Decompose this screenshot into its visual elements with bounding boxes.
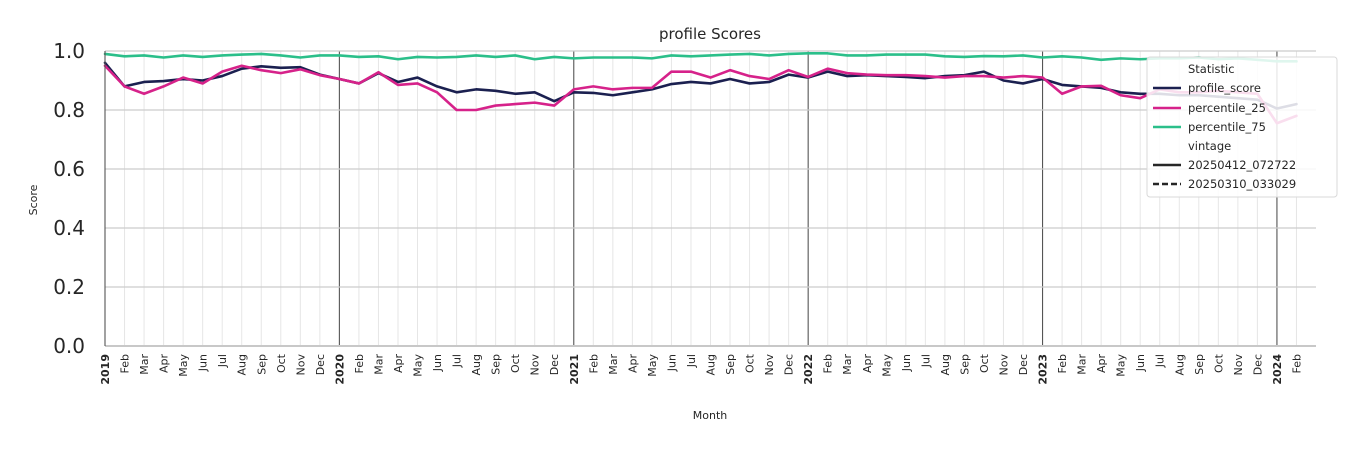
legend-label-percentile-25: percentile_25 [1188, 101, 1266, 115]
x-tick-month-label: Nov [529, 354, 542, 376]
x-tick-month-label: Dec [1251, 354, 1264, 375]
x-tick-month-label: Feb [353, 354, 366, 373]
x-tick-month-label: May [412, 354, 425, 377]
legend: Statistic profile_score percentile_25 pe… [1146, 56, 1338, 198]
x-tick-year-label: 2021 [568, 354, 581, 385]
x-tick-month-label: Aug [236, 354, 249, 375]
x-tick-month-label: Nov [1232, 354, 1245, 376]
x-tick-month-label: Jul [1154, 354, 1167, 368]
x-tick-month-label: May [880, 354, 893, 377]
x-tick-month-label: Apr [626, 354, 639, 374]
y-tick-label: 0.2 [53, 275, 85, 299]
x-tick-month-label: Aug [1173, 354, 1186, 375]
x-tick-month-label: Oct [509, 353, 522, 373]
legend-statistic-title: Statistic [1188, 62, 1235, 76]
series-line-profile-score [103, 61, 1298, 110]
x-tick-year-label: 2024 [1271, 354, 1284, 385]
x-tick-month-label: Aug [470, 354, 483, 375]
x-tick-month-label: Feb [1056, 354, 1069, 373]
x-tick-month-label: Oct [744, 353, 757, 373]
x-tick-month-label: Nov [997, 354, 1010, 376]
x-tick-month-label: Jun [197, 354, 210, 372]
x-axis-title: Month [693, 409, 728, 422]
x-tick-month-label: Dec [783, 354, 796, 375]
y-axis-title: Score [27, 184, 40, 215]
x-tick-month-label: Nov [763, 354, 776, 376]
y-tick-label: 0.4 [53, 216, 85, 240]
series-line-percentile-75 [103, 52, 1298, 63]
x-tick-month-label: May [177, 354, 190, 377]
y-tick-label: 0.6 [53, 157, 85, 181]
x-tick-month-label: Feb [822, 354, 835, 373]
x-tick-month-label: Oct [275, 353, 288, 373]
x-tick-month-label: Sep [1193, 354, 1206, 375]
x-tick-month-label: Apr [392, 354, 405, 374]
x-tick-year-label: 2020 [333, 354, 346, 385]
x-tick-month-label: Jun [431, 354, 444, 372]
x-tick-month-label: Apr [861, 354, 874, 374]
legend-label-percentile-75: percentile_75 [1188, 120, 1266, 134]
x-tick-year-label: 2023 [1037, 354, 1050, 385]
series-layer [103, 52, 1298, 125]
legend-label-profile-score: profile_score [1188, 81, 1261, 95]
x-tick-month-label: Feb [587, 354, 600, 373]
x-tick-month-label: Mar [372, 354, 385, 375]
series-line-percentile-25 [103, 64, 1298, 125]
axis-layer: 0.0 0.2 0.4 0.6 0.8 1.0 2019 Feb Mar Apr May Jun Jul… [53, 39, 1303, 385]
y-tick-label: 1.0 [53, 39, 85, 63]
x-tick-year-label: 2019 [99, 354, 112, 385]
x-tick-month-label: Jul [919, 354, 932, 368]
x-tick-month-label: Apr [158, 354, 171, 374]
x-tick-month-label: Sep [490, 354, 503, 375]
x-tick-month-label: Oct [978, 353, 991, 373]
y-tick-label: 0.0 [53, 334, 85, 358]
x-tick-month-label: Jun [1134, 354, 1147, 372]
x-tick-month-label: Jul [216, 354, 229, 368]
x-tick-month-label: Mar [841, 354, 854, 375]
x-tick-month-label: Dec [314, 354, 327, 375]
x-tick-month-label: Sep [724, 354, 737, 375]
x-tick-month-label: Sep [958, 354, 971, 375]
x-tick-month-label: Aug [705, 354, 718, 375]
x-tick-month-label: Jul [451, 354, 464, 368]
y-tick-label: 0.8 [53, 98, 85, 122]
x-tick-month-label: Aug [939, 354, 952, 375]
x-tick-month-label: Jun [900, 354, 913, 372]
x-tick-month-label: Jun [665, 354, 678, 372]
legend-box [1146, 56, 1338, 198]
x-tick-month-label: Mar [607, 354, 620, 375]
x-tick-month-label: Dec [1017, 354, 1030, 375]
x-tick-month-label: Sep [255, 354, 268, 375]
legend-vintage-title: vintage [1188, 139, 1231, 153]
x-tick-month-label: Mar [1076, 354, 1089, 375]
x-tick-month-label: May [1115, 354, 1128, 377]
x-tick-month-label: Feb [119, 354, 132, 373]
x-tick-month-label: Dec [548, 354, 561, 375]
grid-layer [105, 50, 1316, 347]
x-tick-month-label: Oct [1212, 353, 1225, 373]
x-tick-month-label: Feb [1290, 354, 1303, 373]
x-tick-month-label: May [646, 354, 659, 377]
legend-label-vintage-1: 20250412_072722 [1188, 158, 1296, 172]
x-tick-month-label: Mar [138, 354, 151, 375]
chart-title: profile Scores [659, 25, 761, 43]
x-tick-month-label: Nov [294, 354, 307, 376]
x-tick-year-label: 2022 [802, 354, 815, 385]
x-tick-month-label: Apr [1095, 354, 1108, 374]
legend-label-vintage-2: 20250310_033029 [1188, 177, 1296, 191]
x-tick-month-label: Jul [685, 354, 698, 368]
